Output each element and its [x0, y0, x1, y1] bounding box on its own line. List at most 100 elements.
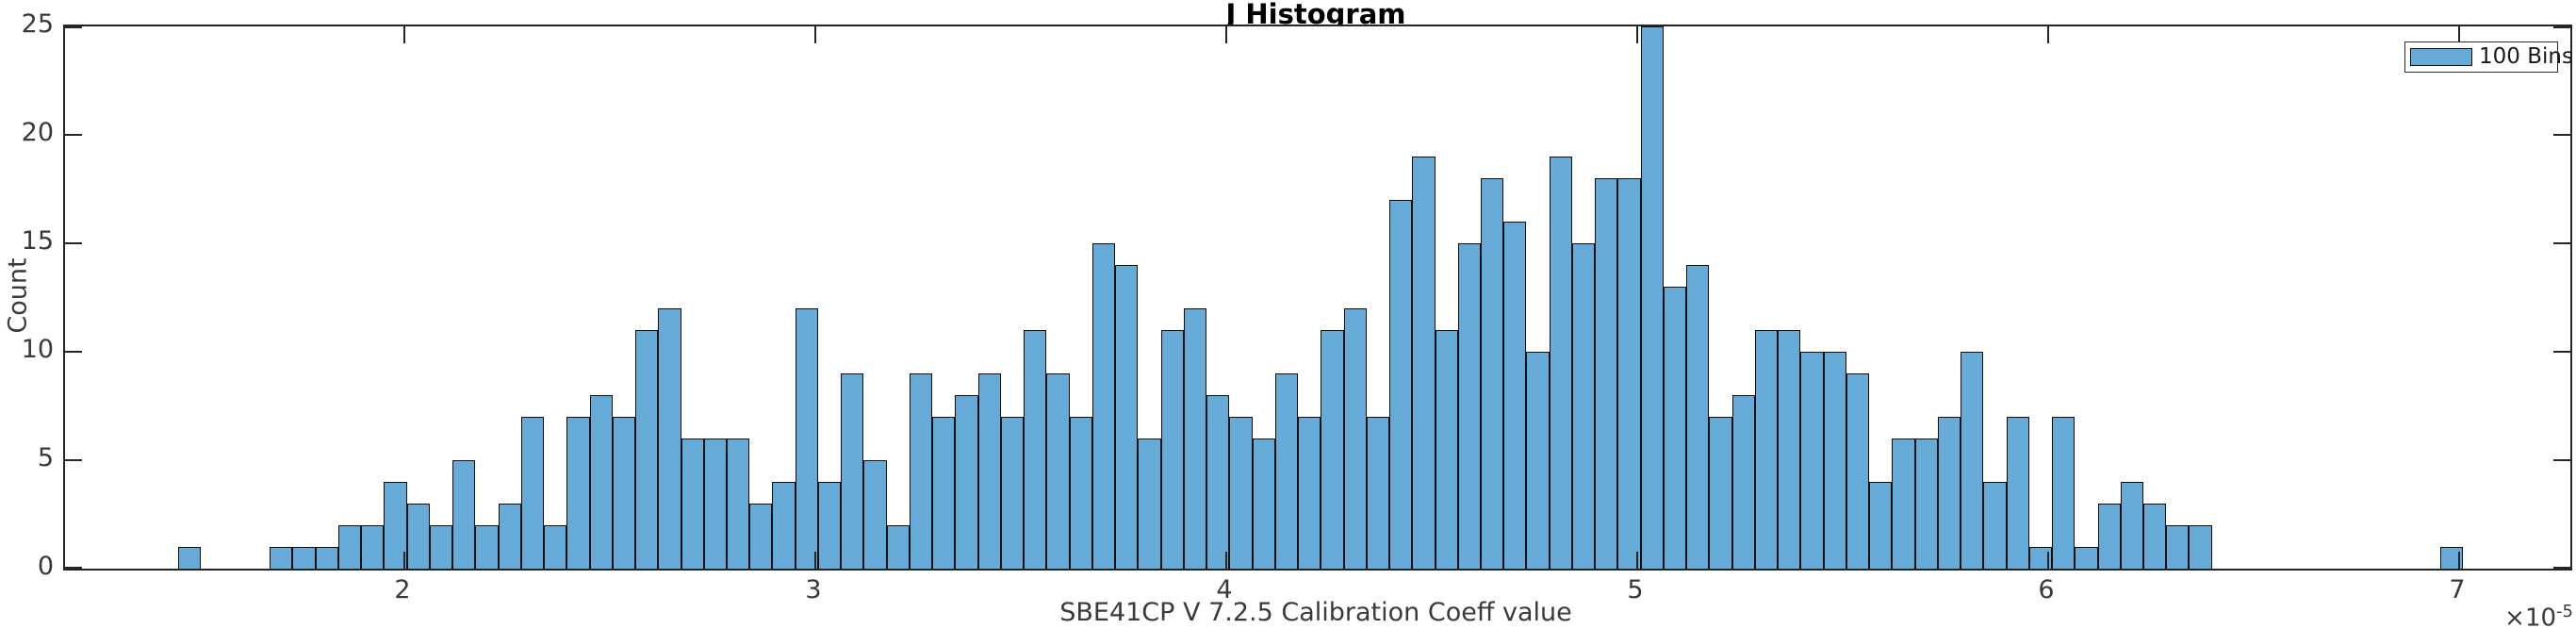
y-axis-label: Count: [3, 257, 33, 334]
histogram-bar: [2052, 417, 2075, 569]
histogram-bar: [452, 460, 475, 569]
x-tick-label: 2: [394, 575, 411, 604]
x-tick-mark: [1225, 26, 1227, 43]
histogram-bar: [1938, 417, 1961, 569]
histogram-bar: [1070, 417, 1092, 569]
histogram-bar: [1321, 330, 1344, 569]
histogram-bar: [932, 417, 955, 569]
y-tick-mark: [65, 459, 82, 461]
histogram-bar: [978, 373, 1001, 569]
histogram-bar: [1641, 26, 1664, 569]
histogram-bar: [1115, 265, 1138, 569]
y-tick-mark: [2553, 242, 2570, 244]
histogram-bar: [749, 504, 772, 569]
histogram-bar: [818, 482, 841, 569]
histogram-bar: [1550, 157, 1572, 569]
y-tick-label: 10: [21, 335, 54, 364]
histogram-bar: [1001, 417, 1024, 569]
x-tick-label: 5: [1627, 575, 1644, 604]
histogram-bar: [1344, 308, 1367, 569]
histogram-bar: [2029, 547, 2052, 569]
histogram-bar: [1412, 157, 1436, 569]
histogram-bar: [590, 395, 613, 569]
histogram-bar: [1961, 352, 1983, 569]
histogram-bar: [1161, 330, 1184, 569]
y-tick-mark: [65, 26, 82, 28]
histogram-bar: [407, 504, 430, 569]
histogram-bar: [841, 373, 863, 569]
x-tick-mark: [403, 26, 405, 43]
histogram-bar: [1892, 439, 1915, 569]
y-tick-mark: [2553, 134, 2570, 136]
y-tick-mark: [65, 242, 82, 244]
histogram-bar: [1481, 178, 1503, 569]
y-tick-mark: [2553, 351, 2570, 353]
histogram-bar: [863, 460, 887, 569]
y-tick-mark: [65, 134, 82, 136]
histogram-bar: [1253, 439, 1275, 569]
x-tick-label: 6: [2038, 575, 2055, 604]
histogram-bar: [2121, 482, 2143, 569]
y-tick-label: 25: [21, 9, 54, 39]
x-axis-label: SBE41CP V 7.2.5 Calibration Coeff value: [1059, 598, 1572, 627]
y-tick-mark: [2553, 459, 2570, 461]
histogram-bar: [1755, 330, 1778, 569]
x-tick-mark: [1636, 26, 1638, 43]
histogram-bar: [1458, 243, 1481, 569]
histogram-bar: [1092, 243, 1115, 569]
histogram-bar: [704, 439, 727, 569]
y-tick-label: 0: [37, 552, 54, 581]
x-tick-label: 7: [2449, 575, 2466, 604]
y-tick-mark: [65, 567, 82, 569]
histogram-bar: [727, 439, 749, 569]
histogram-bar: [658, 308, 681, 569]
y-tick-label: 15: [21, 226, 54, 256]
histogram-bar: [1846, 373, 1869, 569]
histogram-bar: [1367, 417, 1389, 569]
x-tick-label: 4: [1216, 575, 1233, 604]
histogram-bar: [2098, 504, 2121, 569]
histogram-bar: [955, 395, 978, 569]
histogram-bar: [1686, 265, 1709, 569]
x-tick-mark: [1225, 552, 1227, 569]
legend-swatch-100-bins: [2410, 48, 2472, 66]
plot-area: [63, 25, 2572, 571]
histogram-bar: [2166, 525, 2189, 569]
histogram-bar: [2189, 525, 2212, 569]
histogram-bar: [566, 417, 590, 569]
x-tick-mark: [2458, 26, 2460, 43]
histogram-bar: [1229, 417, 1253, 569]
histogram-bar: [1436, 330, 1458, 569]
histogram-bar: [1298, 417, 1321, 569]
histogram-bar: [772, 482, 796, 569]
histogram-bar: [1595, 178, 1617, 569]
x-tick-mark: [2458, 552, 2460, 569]
histogram-bar: [1824, 352, 1846, 569]
histogram-bar: [178, 547, 201, 569]
x-tick-mark: [814, 552, 816, 569]
x-tick-mark: [814, 26, 816, 43]
histogram-bar: [613, 417, 635, 569]
y-tick-label: 5: [37, 443, 54, 472]
histogram-bar: [1869, 482, 1892, 569]
histogram-bar: [1503, 222, 1526, 569]
histogram-bar: [338, 525, 361, 569]
histogram-bar: [316, 547, 338, 569]
histogram-bar: [499, 504, 521, 569]
histogram-bar: [1389, 200, 1412, 569]
histogram-bar: [796, 308, 818, 569]
y-tick-mark: [65, 351, 82, 353]
x-tick-mark: [1636, 552, 1638, 569]
histogram-bar: [292, 547, 316, 569]
histogram-bar: [361, 525, 384, 569]
histogram-bar: [1617, 178, 1641, 569]
histogram-bar: [1046, 373, 1070, 569]
histogram-bar: [1138, 439, 1161, 569]
histogram-bar: [1526, 352, 1550, 569]
histogram-bar: [681, 439, 704, 569]
histogram-bar: [1778, 330, 1800, 569]
x-tick-label: 3: [805, 575, 822, 604]
y-tick-label: 20: [21, 118, 54, 147]
histogram-bar: [1915, 439, 1938, 569]
